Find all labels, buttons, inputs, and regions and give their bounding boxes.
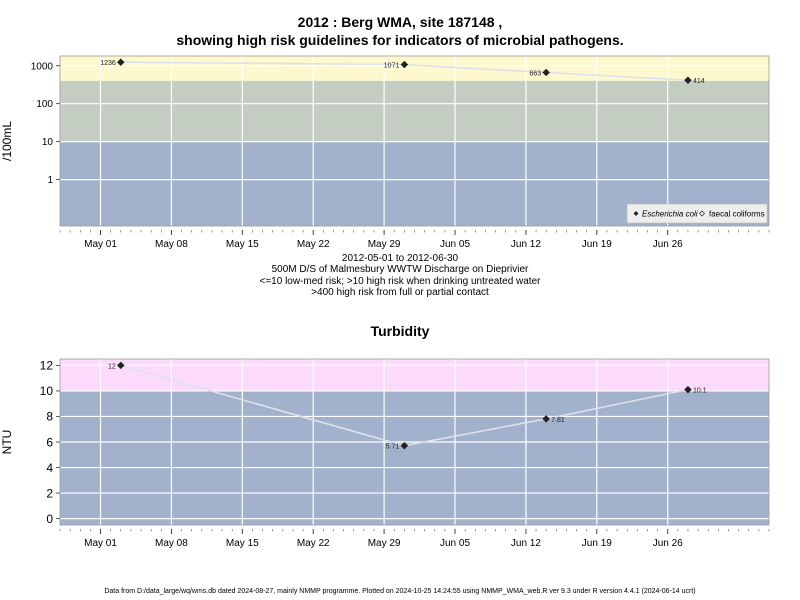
- x-tick-label-0: May 01: [84, 239, 117, 250]
- data-label-2: 663: [529, 70, 541, 77]
- y-tick-label-3: 6: [46, 435, 53, 449]
- risk-band-0: [60, 390, 769, 525]
- x-tick-label-1: May 08: [155, 239, 188, 250]
- x-tick-label-7: Jun 19: [582, 239, 612, 250]
- y-tick-label-3: 1000: [31, 61, 54, 72]
- y-tick-label-2: 4: [46, 461, 53, 475]
- data-point-1: [400, 441, 409, 450]
- data-label-3: 414: [693, 78, 705, 85]
- chart-title-line2: showing high risk guidelines for indicat…: [176, 32, 624, 48]
- y-tick-label-0: 0: [46, 512, 53, 526]
- x-tick-label-7: Jun 19: [582, 538, 612, 549]
- legend-label-faecal-coliforms: faecal coliforms: [709, 210, 765, 219]
- x-tick-label-2: May 15: [226, 538, 259, 549]
- legend-marker-open-diamond: [699, 210, 705, 217]
- x-tick-label-5: Jun 05: [440, 538, 470, 549]
- x-tick-label-1: May 08: [155, 538, 188, 549]
- y-tick-label-6: 12: [40, 359, 54, 373]
- data-point-0: [116, 361, 125, 370]
- data-label-0: 1236: [100, 60, 116, 67]
- x-tick-label-6: Jun 12: [511, 538, 541, 549]
- caption-line-4: >400 high risk from full or partial cont…: [311, 287, 489, 298]
- data-point-2: [542, 415, 551, 423]
- data-label-1: 5.71: [386, 444, 400, 451]
- data-point-3: [684, 76, 692, 85]
- x-tick-label-3: May 22: [297, 239, 330, 250]
- y-tick-label-2: 100: [36, 99, 53, 110]
- legend-label-e-coli: Escherichia coli: [642, 210, 698, 219]
- data-point-2: [542, 68, 551, 77]
- caption-line-2: 500M D/S of Malmesbury WWTW Discharge on…: [271, 264, 529, 275]
- caption-line-1: 2012-05-01 to 2012-06-30: [341, 253, 459, 264]
- y-tick-label-5: 10: [40, 384, 54, 398]
- y-tick-label-1: 10: [42, 137, 54, 148]
- x-tick-label-8: Jun 26: [653, 239, 683, 250]
- x-tick-label-8: Jun 26: [653, 538, 683, 549]
- x-tick-label-4: May 29: [368, 538, 401, 549]
- data-label-0: 12: [108, 363, 116, 370]
- x-tick-label-4: May 29: [368, 239, 401, 250]
- y-tick-label-4: 8: [46, 410, 53, 424]
- plot-frame: [59, 55, 770, 227]
- chart-title-line1: 2012 : Berg WMA, site 187148 ,: [297, 14, 503, 30]
- x-tick-label-2: May 15: [226, 239, 259, 250]
- legend-marker-filled-diamond: [633, 211, 639, 216]
- footer-note: Data from D:/data_large/wq/wms.db dated …: [104, 588, 696, 595]
- risk-band-1: [60, 80, 769, 142]
- x-tick-label-5: Jun 05: [440, 239, 470, 250]
- y-tick-label-0: 1: [47, 175, 53, 186]
- series-line-0: [120, 61, 689, 82]
- data-label-3: 10.1: [693, 388, 707, 395]
- turbidity-chart: 0 2 4 6 8 10 12 May 01 May 08 May 15 May 22 May 29 J…: [0, 358, 770, 549]
- caption-line-3: <=10 low-med risk; >10 high risk when dr…: [259, 275, 541, 287]
- y-axis-title: NTU: [0, 430, 14, 455]
- microbial-chart: 1 10 100 1000 May 01 May 08 May 15 May 22 May 29…: [0, 55, 770, 250]
- data-point-1: [400, 60, 409, 69]
- data-label-2: 7.81: [551, 417, 565, 424]
- series-line-0: [120, 364, 689, 447]
- y-tick-label-1: 2: [46, 486, 53, 500]
- x-tick-label-6: Jun 12: [511, 239, 541, 250]
- data-point-3: [684, 385, 692, 394]
- x-tick-label-0: May 01: [84, 538, 117, 549]
- data-point-0: [116, 58, 125, 67]
- y-axis-title: /100mL: [0, 121, 14, 161]
- turbidity-title: Turbidity: [370, 323, 430, 339]
- risk-band-2: [60, 56, 769, 81]
- x-tick-label-3: May 22: [297, 538, 330, 549]
- legend-box: [626, 203, 768, 224]
- risk-band-1: [60, 359, 769, 391]
- data-label-1: 1071: [384, 63, 400, 70]
